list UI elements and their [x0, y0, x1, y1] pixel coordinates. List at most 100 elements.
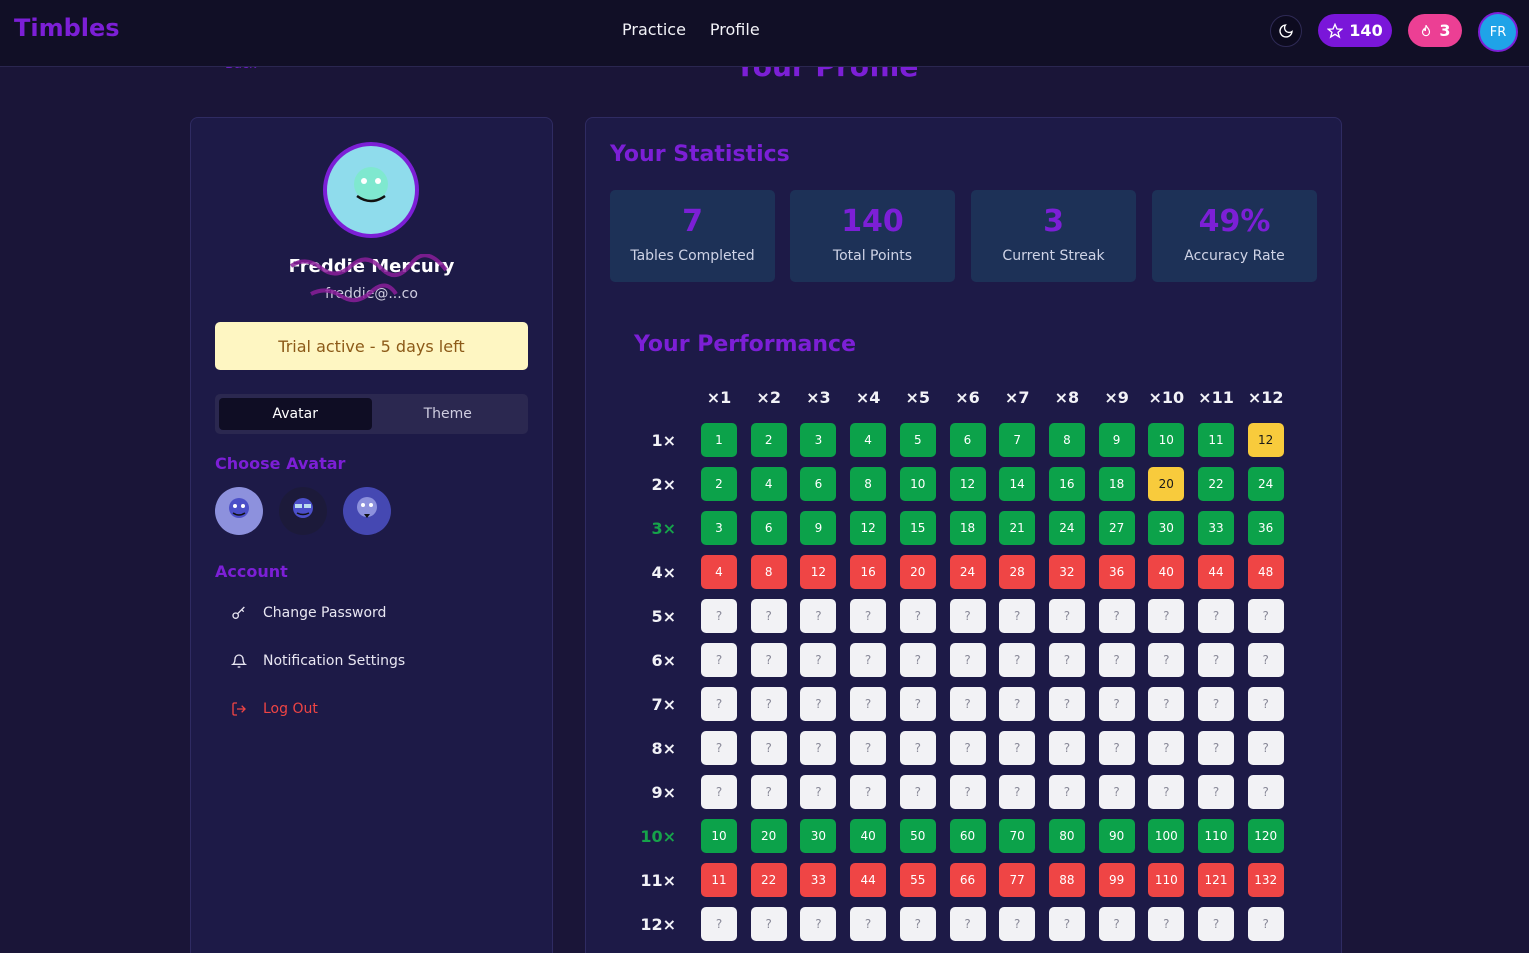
grid-cell[interactable]: 24: [1247, 467, 1284, 501]
grid-cell[interactable]: 4: [701, 555, 737, 589]
grid-cell[interactable]: ?: [701, 731, 737, 765]
theme-toggle-button[interactable]: [1270, 15, 1302, 47]
grid-cell[interactable]: 4: [850, 423, 887, 457]
grid-cell[interactable]: 36: [1247, 511, 1284, 545]
grid-cell[interactable]: ?: [701, 687, 737, 721]
grid-cell[interactable]: ?: [999, 731, 1036, 765]
grid-cell[interactable]: 5: [899, 423, 936, 457]
grid-cell[interactable]: ?: [949, 907, 986, 941]
grid-cell[interactable]: ?: [1098, 907, 1135, 941]
grid-cell[interactable]: ?: [899, 907, 936, 941]
grid-cell[interactable]: 36: [1098, 555, 1135, 589]
grid-cell[interactable]: 99: [1098, 863, 1135, 897]
grid-cell[interactable]: ?: [999, 775, 1036, 809]
grid-cell[interactable]: ?: [999, 599, 1036, 633]
grid-cell[interactable]: ?: [1098, 599, 1135, 633]
grid-cell[interactable]: ?: [1098, 731, 1135, 765]
grid-cell[interactable]: 8: [750, 555, 787, 589]
grid-cell[interactable]: 44: [850, 863, 887, 897]
grid-cell[interactable]: ?: [1048, 907, 1085, 941]
tab-theme[interactable]: Theme: [423, 406, 472, 422]
grid-cell[interactable]: ?: [701, 643, 737, 677]
grid-cell[interactable]: 15: [899, 511, 936, 545]
grid-cell[interactable]: ?: [1148, 775, 1185, 809]
grid-cell[interactable]: ?: [701, 907, 737, 941]
grid-cell[interactable]: ?: [1198, 599, 1234, 633]
grid-cell[interactable]: ?: [899, 731, 936, 765]
grid-cell[interactable]: 32: [1048, 555, 1085, 589]
grid-cell[interactable]: 24: [949, 555, 986, 589]
grid-cell[interactable]: ?: [1048, 643, 1085, 677]
grid-cell[interactable]: ?: [1198, 775, 1234, 809]
grid-cell[interactable]: 27: [1098, 511, 1135, 545]
grid-cell[interactable]: 6: [949, 423, 986, 457]
streak-badge[interactable]: 3: [1408, 14, 1462, 47]
grid-cell[interactable]: 7: [999, 423, 1036, 457]
grid-cell[interactable]: 16: [1048, 467, 1085, 501]
grid-cell[interactable]: 24: [1048, 511, 1085, 545]
grid-cell[interactable]: ?: [800, 599, 837, 633]
grid-cell[interactable]: ?: [999, 687, 1036, 721]
grid-cell[interactable]: ?: [1048, 687, 1085, 721]
grid-cell[interactable]: 132: [1247, 863, 1284, 897]
grid-cell[interactable]: 50: [899, 819, 936, 853]
grid-cell[interactable]: 80: [1048, 819, 1085, 853]
grid-cell[interactable]: ?: [1148, 907, 1185, 941]
grid-cell[interactable]: 9: [1098, 423, 1135, 457]
points-badge[interactable]: 140: [1318, 14, 1392, 47]
grid-cell[interactable]: ?: [701, 599, 737, 633]
grid-cell[interactable]: ?: [899, 643, 936, 677]
grid-cell[interactable]: 20: [899, 555, 936, 589]
grid-cell[interactable]: 90: [1098, 819, 1135, 853]
grid-cell[interactable]: ?: [899, 599, 936, 633]
grid-cell[interactable]: ?: [899, 687, 936, 721]
change-password-item[interactable]: Change Password: [231, 605, 386, 621]
grid-cell[interactable]: ?: [1198, 731, 1234, 765]
grid-cell[interactable]: 2: [701, 467, 737, 501]
grid-cell[interactable]: ?: [800, 907, 837, 941]
grid-cell[interactable]: ?: [899, 775, 936, 809]
grid-cell[interactable]: 70: [999, 819, 1036, 853]
notification-settings-item[interactable]: Notification Settings: [231, 653, 405, 669]
grid-cell[interactable]: 10: [899, 467, 936, 501]
grid-cell[interactable]: ?: [1247, 687, 1284, 721]
grid-cell[interactable]: ?: [1148, 643, 1185, 677]
grid-cell[interactable]: 28: [999, 555, 1036, 589]
grid-cell[interactable]: 11: [1198, 423, 1234, 457]
grid-cell[interactable]: ?: [850, 687, 887, 721]
grid-cell[interactable]: 55: [899, 863, 936, 897]
grid-cell[interactable]: ?: [1247, 731, 1284, 765]
grid-cell[interactable]: ?: [1247, 643, 1284, 677]
grid-cell[interactable]: 3: [701, 511, 737, 545]
user-avatar-button[interactable]: FR: [1478, 12, 1518, 52]
grid-cell[interactable]: 6: [800, 467, 837, 501]
grid-cell[interactable]: ?: [750, 643, 787, 677]
avatar-option-3[interactable]: [343, 487, 391, 535]
grid-cell[interactable]: ?: [850, 731, 887, 765]
grid-cell[interactable]: ?: [701, 775, 737, 809]
grid-cell[interactable]: 12: [1247, 423, 1284, 457]
grid-cell[interactable]: 9: [800, 511, 837, 545]
grid-cell[interactable]: ?: [750, 907, 787, 941]
grid-cell[interactable]: 40: [1148, 555, 1185, 589]
grid-cell[interactable]: 18: [1098, 467, 1135, 501]
nav-link-profile[interactable]: Profile: [709, 20, 760, 39]
grid-cell[interactable]: ?: [949, 643, 986, 677]
grid-cell[interactable]: 2: [750, 423, 787, 457]
grid-cell[interactable]: 10: [1148, 423, 1185, 457]
grid-cell[interactable]: 121: [1198, 863, 1234, 897]
grid-cell[interactable]: 10: [701, 819, 737, 853]
grid-cell[interactable]: 88: [1048, 863, 1085, 897]
grid-cell[interactable]: 20: [750, 819, 787, 853]
grid-cell[interactable]: 12: [949, 467, 986, 501]
grid-cell[interactable]: 14: [999, 467, 1036, 501]
grid-cell[interactable]: 3: [800, 423, 837, 457]
grid-cell[interactable]: ?: [850, 643, 887, 677]
grid-cell[interactable]: ?: [1148, 687, 1185, 721]
grid-cell[interactable]: ?: [999, 907, 1036, 941]
grid-cell[interactable]: 44: [1198, 555, 1234, 589]
grid-cell[interactable]: ?: [800, 775, 837, 809]
grid-cell[interactable]: ?: [1198, 687, 1234, 721]
grid-cell[interactable]: ?: [1048, 599, 1085, 633]
grid-cell[interactable]: 33: [800, 863, 837, 897]
